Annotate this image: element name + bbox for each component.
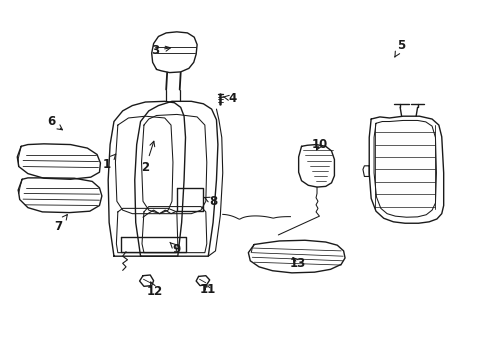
Text: 10: 10 [311, 138, 327, 151]
Text: 2: 2 [141, 141, 154, 174]
Text: 12: 12 [146, 282, 163, 298]
Text: 3: 3 [151, 44, 170, 57]
Text: 8: 8 [203, 195, 217, 208]
Text: 6: 6 [47, 115, 62, 130]
Text: 7: 7 [54, 215, 67, 233]
Text: 11: 11 [200, 283, 216, 296]
Text: 9: 9 [169, 242, 181, 256]
Text: 13: 13 [289, 257, 305, 270]
Text: 4: 4 [223, 92, 236, 105]
Text: 1: 1 [102, 154, 116, 171]
Text: 5: 5 [394, 39, 405, 57]
